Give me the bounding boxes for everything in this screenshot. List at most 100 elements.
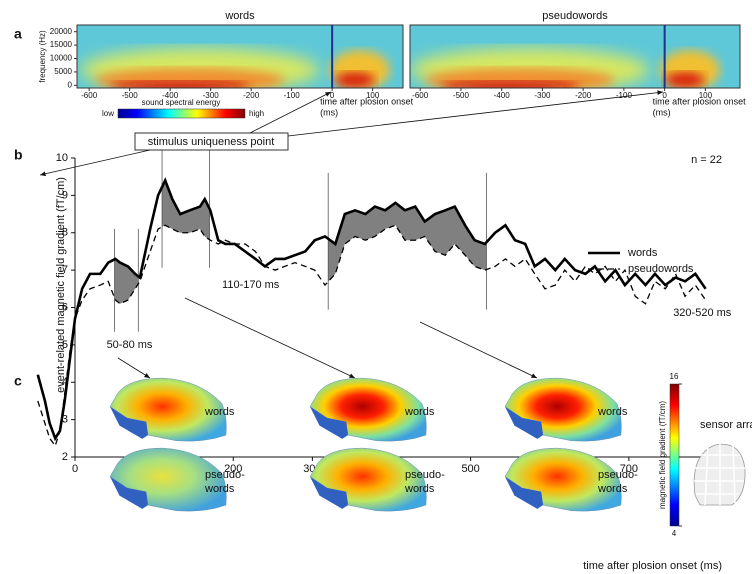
panel-label: a bbox=[14, 26, 22, 42]
arrow bbox=[287, 90, 664, 137]
colorbar-low: low bbox=[102, 109, 114, 118]
topomap-cut bbox=[310, 406, 348, 439]
arrow bbox=[419, 321, 538, 379]
x-tick-label: -400 bbox=[162, 91, 179, 100]
colorbar-tick-label: 16 bbox=[670, 372, 679, 381]
colorbar bbox=[669, 383, 680, 527]
series-line bbox=[37, 224, 707, 448]
x-tick-label: -500 bbox=[453, 91, 470, 100]
topomap-cut bbox=[110, 406, 148, 439]
panel-label: c bbox=[14, 373, 22, 389]
x-tick-label: -600 bbox=[81, 91, 98, 100]
topomap bbox=[504, 377, 622, 442]
difference-area bbox=[328, 202, 487, 282]
window-label: 50-80 ms bbox=[107, 339, 153, 351]
window-label: 110-170 ms bbox=[222, 279, 280, 291]
x-tick-label: -200 bbox=[243, 91, 260, 100]
topomap bbox=[109, 447, 227, 512]
topomap-label: words bbox=[404, 406, 435, 418]
x-tick-label: 0 bbox=[330, 91, 335, 100]
x-tick-label: 100 bbox=[699, 91, 713, 100]
y-axis-label: frequency (Hz) bbox=[38, 30, 47, 83]
x-tick-label: 0 bbox=[662, 91, 667, 100]
y-tick-label: 8 bbox=[62, 227, 68, 239]
line-chart: 50-80 ms 110-170 ms 320-520 ms 2 3 4 5 6 7 8 9 10 0 1… bbox=[36, 150, 732, 572]
arrow bbox=[184, 297, 356, 379]
y-tick-label: 6 bbox=[62, 301, 68, 313]
y-axis-label: event-related magnetic field gradient (f… bbox=[55, 177, 67, 393]
spectrogram-title: words bbox=[224, 10, 255, 22]
arrow bbox=[117, 357, 151, 379]
y-tick-label: 2 bbox=[62, 451, 68, 463]
legend-label: words bbox=[627, 247, 658, 259]
colorbar bbox=[117, 108, 246, 119]
spectrogram-image bbox=[77, 25, 403, 88]
topomap bbox=[109, 377, 227, 442]
colorbar-title: magnetic field gradient (fT/cm) bbox=[658, 401, 667, 509]
y-tick-label: 5 bbox=[62, 339, 68, 351]
topomap-label: words bbox=[204, 406, 235, 418]
x-tick-label: 700 bbox=[620, 463, 638, 475]
topomap-label: pseudo- bbox=[405, 469, 445, 481]
x-tick-label: -600 bbox=[412, 91, 429, 100]
topomap-cut bbox=[505, 476, 543, 509]
y-tick-label: 3 bbox=[62, 414, 68, 426]
y-tick-label: 7 bbox=[62, 264, 68, 276]
topomap-label: words bbox=[597, 483, 628, 495]
x-axis-label: (ms) bbox=[653, 107, 671, 117]
x-tick-label: 100 bbox=[366, 91, 380, 100]
difference-area bbox=[162, 180, 210, 240]
topomap-label: pseudo- bbox=[205, 469, 245, 481]
callout: stimulus uniqueness point bbox=[148, 136, 275, 148]
legend-label: pseudowords bbox=[628, 263, 694, 275]
window-label: 320-520 ms bbox=[673, 307, 732, 319]
colorbar-title: sound spectral energy bbox=[142, 98, 221, 107]
topomap bbox=[309, 447, 427, 512]
callout-box bbox=[134, 132, 289, 151]
topomap-label: words bbox=[404, 483, 435, 495]
y-tick-label: 9 bbox=[62, 189, 68, 201]
topomap-cut bbox=[310, 476, 348, 509]
x-tick-label: -400 bbox=[494, 91, 511, 100]
x-tick-label: -300 bbox=[203, 91, 220, 100]
spectrogram-frame bbox=[76, 24, 404, 89]
y-tick-label: 5000 bbox=[54, 67, 72, 76]
x-tick-label: -200 bbox=[575, 91, 592, 100]
spectrogram-image bbox=[410, 25, 740, 88]
sensor-array bbox=[693, 443, 746, 506]
topomap-label: words bbox=[597, 406, 628, 418]
x-tick-label: -100 bbox=[616, 91, 633, 100]
arrow bbox=[39, 149, 151, 177]
y-tick-label: 20000 bbox=[50, 27, 73, 36]
y-tick-label: 10 bbox=[56, 152, 68, 164]
x-tick-label: 0 bbox=[72, 463, 78, 475]
topomap-label: pseudo- bbox=[598, 469, 638, 481]
annotation: n = 22 bbox=[691, 154, 722, 166]
colorbar-high: high bbox=[249, 109, 264, 118]
y-tick-label: 4 bbox=[62, 376, 68, 388]
arrow bbox=[249, 91, 332, 134]
x-tick-label: 500 bbox=[461, 463, 479, 475]
topomap-cut bbox=[505, 406, 543, 439]
topomap bbox=[309, 377, 427, 442]
colorbar-tick-label: 4 bbox=[672, 529, 677, 538]
x-axis-label: time after plosion onset bbox=[320, 96, 414, 106]
topomaps: words pseudo-words words pseudo-words words p… bbox=[109, 377, 638, 512]
x-tick-label: 200 bbox=[224, 463, 242, 475]
x-tick-label: -500 bbox=[122, 91, 139, 100]
x-tick-label: -100 bbox=[284, 91, 301, 100]
y-tick-label: 15000 bbox=[50, 40, 73, 49]
series-line bbox=[36, 177, 707, 442]
y-tick-label: 10000 bbox=[50, 54, 73, 63]
x-axis-label: time after plosion onset bbox=[653, 96, 747, 106]
x-axis-label: (ms) bbox=[320, 107, 338, 117]
x-tick-label: -300 bbox=[534, 91, 551, 100]
topomap-cut bbox=[110, 476, 148, 509]
spectrogram-title: pseudowords bbox=[542, 10, 608, 22]
y-tick-label: 0 bbox=[68, 80, 73, 89]
panel-label: b bbox=[14, 147, 23, 163]
topomap bbox=[504, 447, 622, 512]
topomap-label: words bbox=[204, 483, 235, 495]
spectrogram-frame bbox=[409, 24, 741, 89]
